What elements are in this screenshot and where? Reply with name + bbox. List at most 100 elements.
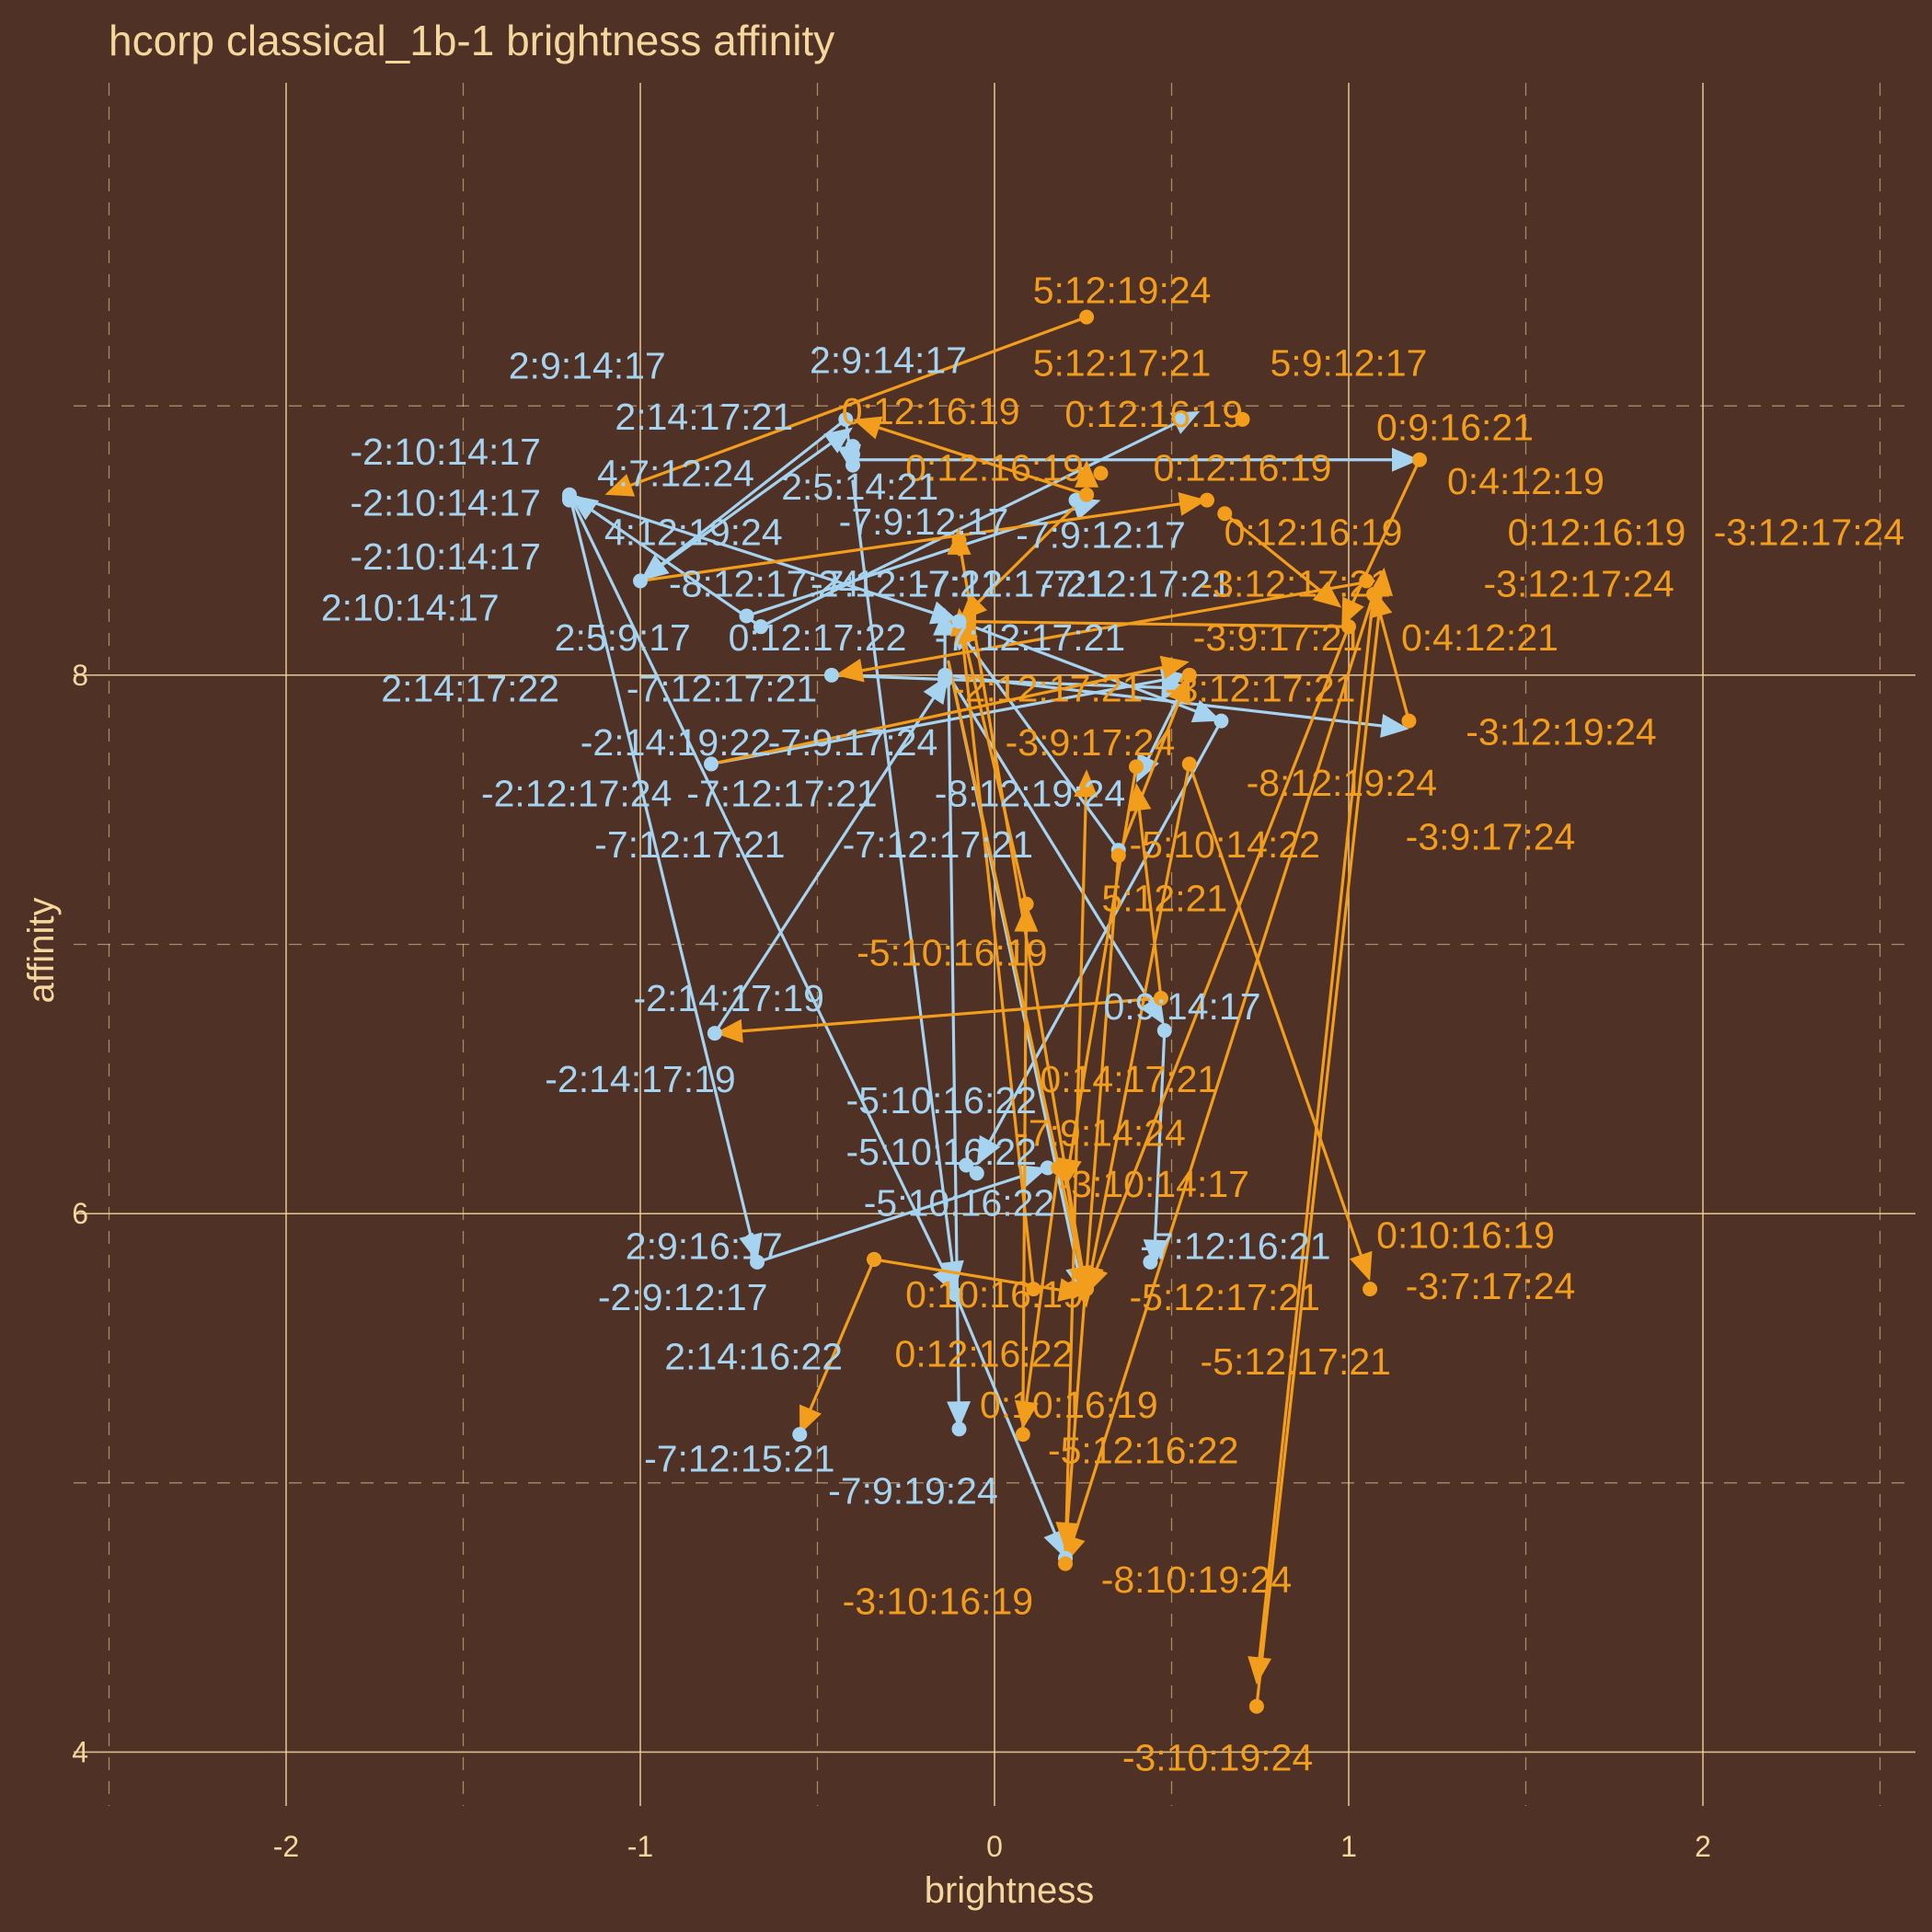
data-point (633, 573, 648, 589)
x-tick-label: 1 (1340, 1830, 1357, 1863)
arrow-head (1075, 459, 1099, 488)
point-label: 2:9:14:17 (810, 339, 967, 381)
point-label: -3:7:17:24 (1406, 1265, 1576, 1307)
arrow-line (1379, 614, 1411, 723)
data-point (1412, 452, 1427, 467)
arrow-line (943, 673, 1384, 728)
arrow-line (809, 1258, 876, 1411)
point-label: 5:12:19:24 (1033, 269, 1212, 311)
point-label: -2:10:14:17 (351, 431, 541, 473)
arrow-line (947, 673, 960, 1403)
data-point (1079, 1282, 1095, 1297)
data-point (1181, 667, 1197, 683)
point-label: 0:4:12:19 (1447, 460, 1604, 502)
point-label: -7:12:17:21 (843, 823, 1033, 866)
arrow-head (1169, 411, 1201, 434)
point-label: -5:10:16:19 (857, 931, 1047, 973)
point-label: -3:12:17:24 (1484, 562, 1674, 604)
point-label: 0:9:16:21 (1376, 407, 1534, 449)
arrow-head (1190, 699, 1222, 723)
arrow-line (629, 316, 1088, 487)
point-label: -5:10:16:22 (864, 1181, 1054, 1224)
data-point (1093, 466, 1109, 481)
point-label: 0:10:16:19 (1376, 1214, 1555, 1257)
arrow-line (966, 641, 1121, 852)
point-label: -8:10:19:24 (1101, 1558, 1292, 1601)
arrow-head (1312, 581, 1342, 608)
x-tick-label: -1 (627, 1830, 653, 1863)
arrow-head (1167, 674, 1190, 706)
point-label: 5:12:17:21 (1033, 341, 1212, 384)
arrow-head (1159, 655, 1190, 680)
arrow-line (660, 418, 847, 566)
arrow-head (933, 607, 958, 636)
point-label: 2:14:17:22 (381, 667, 559, 709)
data-point (951, 1421, 967, 1437)
point-label: 0:12:16:19 (1064, 393, 1243, 435)
data-point (937, 673, 953, 688)
data-point (845, 457, 860, 473)
arrow-line (591, 509, 763, 628)
data-point (1143, 1254, 1158, 1270)
point-label: -3:12:17:24 (1714, 512, 1904, 554)
point-label: -7:9:19:24 (828, 1470, 998, 1512)
x-axis-ticks: -2 -1 0 1 2 (273, 1830, 1711, 1863)
data-point (867, 1251, 882, 1267)
arrow-head (1392, 447, 1420, 472)
data-point (1359, 573, 1374, 589)
data-point (959, 1157, 974, 1173)
point-label: -3:12:17:21 (1165, 667, 1355, 709)
point-label: -5:10:16:22 (846, 1079, 1037, 1121)
point-label: -3:12:19:24 (1466, 710, 1656, 753)
data-point (1341, 619, 1356, 635)
point-label: 0:4:12:21 (1401, 616, 1558, 659)
point-label: 0:10:16:19 (905, 1273, 1084, 1316)
arrow-line (568, 493, 946, 1271)
arrow-head (604, 474, 636, 497)
point-label: 0:9:14:17 (1104, 985, 1261, 1028)
arrow-head (799, 1404, 822, 1435)
arrow-head (834, 658, 865, 683)
arrow-line (638, 442, 833, 583)
point-label: -8:12:17:24 (669, 562, 859, 604)
arrow-line (709, 678, 1164, 766)
data-point (1235, 411, 1250, 427)
arrow-line (974, 620, 1351, 628)
arrow-line (977, 493, 1088, 604)
point-label: 5:9:12:17 (1271, 341, 1428, 384)
point-label: 5:12:21 (1101, 878, 1227, 920)
point-label: -7:12:15:21 (644, 1437, 834, 1479)
arrow-line (638, 502, 1181, 583)
point-label: -7:12:17:21 (627, 667, 817, 709)
data-point (1079, 487, 1095, 502)
point-label: 0:14:17:21 (1040, 1058, 1218, 1100)
point-label: -8:12:19:24 (935, 773, 1125, 815)
point-label: 0:12:16:19 (1508, 512, 1686, 554)
point-label: 0:12:16:19 (842, 390, 1020, 432)
arrow-head (714, 1018, 743, 1043)
arrow-line (1188, 762, 1363, 1257)
arrow-line (568, 493, 935, 615)
point-label: 0:12:16:19 (905, 446, 1084, 489)
point-label: -7:9:12:17 (1016, 514, 1186, 557)
data-point (838, 411, 854, 427)
data-point (1015, 1427, 1030, 1443)
point-label: -7:12:17:21 (686, 773, 877, 815)
data-point (1079, 309, 1095, 325)
data-point (1110, 847, 1126, 863)
arrow-line (1025, 1166, 1060, 1404)
data-point (951, 614, 967, 629)
arrow-head (1178, 491, 1207, 516)
point-label: 2:5:9:17 (555, 616, 691, 659)
point-label: -8:12:19:24 (1247, 762, 1437, 804)
point-label: -2:10:14:17 (351, 482, 541, 524)
arrow-line (568, 493, 753, 1237)
arrow-line (1072, 592, 1375, 1539)
arrow-line (1137, 809, 1163, 1000)
point-label: -5:12:17:21 (1201, 1340, 1391, 1383)
arrow-line (954, 1293, 1057, 1535)
data-point (1363, 1282, 1378, 1297)
arrow-line (1153, 1029, 1167, 1242)
data-point (1026, 1282, 1041, 1297)
